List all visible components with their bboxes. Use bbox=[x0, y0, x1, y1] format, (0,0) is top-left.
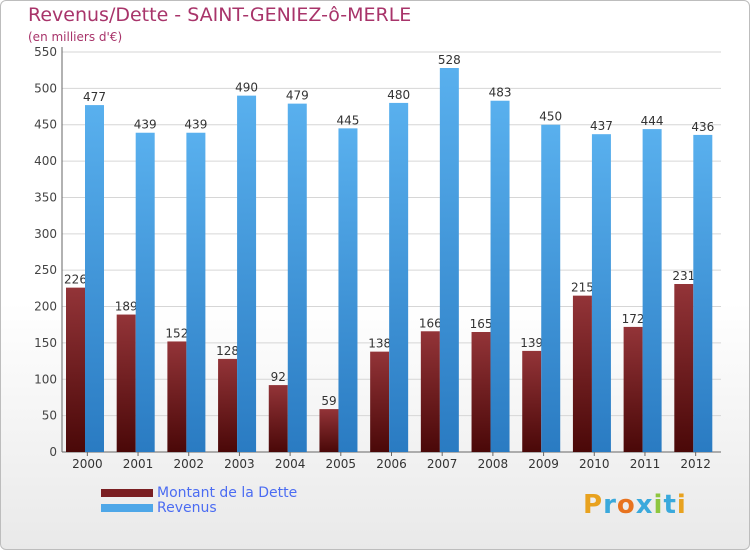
data-label-revenus: 445 bbox=[337, 113, 360, 127]
bar-revenus bbox=[439, 68, 459, 452]
x-tick-label: 2008 bbox=[478, 457, 509, 471]
y-tick-label: 50 bbox=[42, 409, 57, 423]
chart-subtitle: (en milliers d'€) bbox=[28, 30, 123, 44]
bar-revenus bbox=[541, 124, 561, 453]
x-tick-label: 2005 bbox=[326, 457, 357, 471]
bar-revenus bbox=[237, 95, 257, 453]
y-tick-label: 100 bbox=[34, 372, 57, 386]
x-tick-label: 2000 bbox=[72, 457, 103, 471]
data-label-revenus: 436 bbox=[691, 120, 714, 134]
x-tick-label: 2004 bbox=[275, 457, 306, 471]
legend-swatch-dette bbox=[101, 489, 153, 497]
data-label-dette: 231 bbox=[672, 269, 695, 283]
data-label-dette: 128 bbox=[216, 344, 239, 358]
data-label-revenus: 528 bbox=[438, 53, 461, 67]
x-tick-label: 2010 bbox=[579, 457, 610, 471]
x-tick-label: 2001 bbox=[123, 457, 154, 471]
bar-dette bbox=[623, 326, 643, 452]
bar-dette bbox=[116, 314, 136, 452]
legend-label-dette: Montant de la Dette bbox=[157, 485, 298, 501]
bar-dette bbox=[471, 332, 491, 452]
data-label-revenus: 490 bbox=[235, 81, 258, 95]
chart-title: Revenus/Dette - SAINT-GENIEZ-ô-MERLE bbox=[28, 4, 412, 26]
bar-dette bbox=[370, 351, 390, 452]
bar-revenus bbox=[389, 102, 409, 452]
bar-dette bbox=[218, 358, 238, 452]
x-tick-label: 2012 bbox=[680, 457, 711, 471]
bar-revenus bbox=[338, 128, 358, 452]
data-label-revenus: 437 bbox=[590, 119, 613, 133]
data-label-revenus: 439 bbox=[184, 118, 207, 132]
bar-dette bbox=[420, 331, 440, 452]
data-label-revenus: 480 bbox=[387, 88, 410, 102]
x-tick-label: 2007 bbox=[427, 457, 458, 471]
y-tick-label: 250 bbox=[34, 263, 57, 277]
bar-dette bbox=[66, 287, 85, 452]
legend-label-revenus: Revenus bbox=[157, 500, 217, 516]
bar-revenus bbox=[287, 103, 307, 453]
proxiti-logo: Proxiti bbox=[583, 490, 687, 520]
y-tick-label: 450 bbox=[34, 118, 57, 132]
data-label-dette: 152 bbox=[165, 326, 188, 340]
data-label-revenus: 450 bbox=[539, 110, 562, 124]
data-label-revenus: 477 bbox=[83, 90, 106, 104]
x-tick-label: 2002 bbox=[173, 457, 204, 471]
bar-dette bbox=[319, 409, 339, 452]
bar-dette bbox=[674, 284, 694, 452]
y-tick-label: 300 bbox=[34, 227, 57, 241]
bar-revenus bbox=[135, 132, 155, 452]
x-tick-label: 2006 bbox=[376, 457, 407, 471]
bar-dette bbox=[522, 350, 542, 452]
data-label-dette: 215 bbox=[571, 281, 594, 295]
y-tick-label: 0 bbox=[49, 445, 57, 459]
y-tick-label: 400 bbox=[34, 154, 57, 168]
data-label-dette: 226 bbox=[64, 273, 87, 287]
bar-revenus bbox=[186, 132, 206, 452]
legend-swatch-revenus bbox=[101, 504, 153, 512]
y-tick-label: 200 bbox=[34, 300, 57, 314]
bar-revenus bbox=[85, 105, 104, 452]
bar-revenus bbox=[693, 134, 713, 452]
bar-revenus bbox=[591, 134, 611, 452]
data-label-dette: 139 bbox=[520, 336, 543, 350]
y-tick-label: 350 bbox=[34, 190, 57, 204]
bar-dette bbox=[167, 341, 187, 452]
data-label-dette: 172 bbox=[622, 312, 645, 326]
data-label-dette: 166 bbox=[419, 316, 442, 330]
x-tick-label: 2011 bbox=[630, 457, 661, 471]
bar-revenus bbox=[490, 100, 510, 453]
x-tick-label: 2009 bbox=[528, 457, 559, 471]
data-label-revenus: 439 bbox=[134, 118, 157, 132]
data-label-dette: 138 bbox=[368, 337, 391, 351]
data-label-revenus: 444 bbox=[641, 114, 664, 128]
data-label-dette: 189 bbox=[115, 300, 138, 314]
data-label-revenus: 483 bbox=[489, 86, 512, 100]
y-tick-label: 550 bbox=[34, 45, 57, 59]
bar-dette bbox=[572, 295, 592, 452]
data-label-revenus: 479 bbox=[286, 89, 309, 103]
x-tick-label: 2003 bbox=[224, 457, 255, 471]
y-tick-label: 500 bbox=[34, 81, 57, 95]
data-label-dette: 165 bbox=[470, 317, 493, 331]
data-label-dette: 92 bbox=[271, 370, 286, 384]
bar-dette bbox=[268, 385, 288, 452]
y-tick-label: 150 bbox=[34, 336, 57, 350]
data-label-dette: 59 bbox=[321, 394, 336, 408]
bar-revenus bbox=[642, 129, 662, 452]
